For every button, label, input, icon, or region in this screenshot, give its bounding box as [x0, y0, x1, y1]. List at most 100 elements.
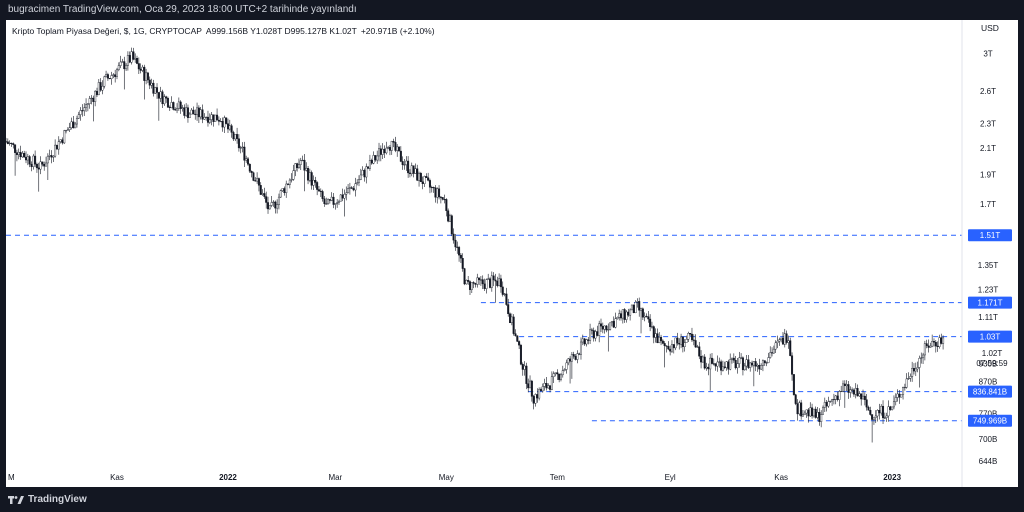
candle-396 [725, 361, 728, 371]
candle-33 [65, 129, 68, 134]
candle-95 [177, 97, 180, 111]
candle-497 [909, 373, 912, 382]
candle-338 [620, 310, 623, 321]
level-label-bg-1 [968, 296, 1012, 309]
candle-470 [860, 393, 863, 406]
candle-18 [37, 162, 40, 192]
level-label-bg-3 [968, 385, 1012, 398]
candle-448 [820, 410, 823, 428]
candle-306 [561, 365, 564, 378]
candle-127 [236, 127, 239, 144]
candle-446 [816, 406, 819, 420]
candle-400 [732, 353, 735, 363]
candle-139 [257, 177, 260, 192]
levels-layer [6, 234, 962, 422]
candle-368 [674, 337, 677, 351]
candle-104 [194, 109, 197, 120]
candle-159 [294, 162, 297, 177]
candle-206 [379, 145, 382, 162]
candle-51 [97, 79, 100, 96]
candle-19 [39, 156, 42, 175]
candle-141 [261, 189, 264, 196]
candle-477 [872, 417, 875, 425]
candle-292 [536, 388, 539, 403]
candle-370 [678, 338, 681, 350]
chart-svg[interactable]: USD 3T 2.6T 2.3T 2.1T 1.9T 1.7T 1.35T 1.23T 1.11… [6, 20, 1018, 487]
candle-318 [583, 338, 586, 346]
candle-91 [170, 96, 173, 109]
candle-4 [12, 142, 15, 149]
candle-132 [245, 155, 248, 163]
level-label-3: 836.841B [973, 388, 1007, 397]
candle-198 [365, 163, 368, 184]
candle-179 [330, 192, 333, 202]
candle-263 [483, 278, 486, 292]
candle-178 [328, 199, 331, 204]
candle-43 [83, 103, 86, 117]
candle-339 [621, 309, 624, 324]
legend-symbol: Kripto Toplam Piyasa Değeri, $, 1G, CRYP… [12, 26, 202, 36]
candle-211 [388, 145, 391, 156]
candle-74 [139, 63, 142, 74]
candle-12 [26, 153, 29, 166]
candle-468 [856, 384, 859, 397]
chart-area[interactable]: USD 3T 2.6T 2.3T 2.1T 1.9T 1.7T 1.35T 1.23T 1.11… [6, 20, 1018, 487]
candle-398 [729, 353, 732, 371]
candle-334 [612, 316, 615, 328]
candle-258 [474, 282, 477, 288]
candle-290 [532, 394, 535, 410]
candle-187 [345, 186, 348, 201]
candle-412 [754, 358, 757, 372]
candle-264 [485, 278, 488, 294]
candle-192 [354, 177, 357, 197]
candle-439 [803, 410, 806, 416]
candle-401 [734, 356, 737, 370]
candle-365 [669, 345, 672, 356]
candle-2 [8, 140, 11, 146]
candle-364 [667, 341, 670, 351]
x-tick-label-8: 2023 [883, 473, 901, 482]
candle-6 [15, 149, 18, 162]
candle-280 [514, 329, 517, 337]
candle-415 [760, 363, 763, 370]
candle-322 [590, 327, 593, 335]
candle-344 [630, 304, 633, 311]
candle-376 [689, 332, 692, 336]
candle-269 [494, 273, 497, 303]
candle-452 [827, 396, 830, 408]
candle-321 [589, 323, 592, 344]
candle-169 [312, 175, 315, 190]
candle-343 [629, 308, 632, 321]
candle-234 [430, 185, 433, 193]
candle-164 [303, 154, 306, 192]
candle-105 [196, 102, 199, 121]
candle-362 [663, 341, 666, 368]
candle-373 [683, 339, 686, 352]
current-price-label: 1.02T [982, 349, 1003, 358]
candle-208 [383, 145, 386, 159]
candle-79 [148, 76, 151, 90]
candle-384 [703, 354, 706, 370]
candle-406 [743, 362, 746, 371]
candle-414 [758, 358, 761, 375]
candle-54 [103, 75, 106, 89]
tradingview-logo-icon [8, 495, 24, 504]
candle-291 [534, 393, 537, 407]
candle-390 [714, 363, 717, 371]
candle-148 [274, 200, 277, 214]
candle-207 [381, 143, 384, 159]
candle-213 [392, 138, 395, 148]
candle-202 [372, 151, 375, 165]
candle-475 [869, 406, 872, 416]
candle-251 [461, 253, 464, 272]
candle-101 [188, 112, 191, 118]
candle-463 [847, 381, 850, 399]
candle-243 [447, 208, 450, 223]
candle-203 [374, 155, 377, 162]
candle-231 [425, 173, 428, 178]
candle-136 [252, 171, 255, 182]
candle-96 [179, 100, 182, 114]
candle-386 [707, 363, 710, 376]
candle-378 [692, 334, 695, 346]
candle-465 [851, 387, 854, 394]
